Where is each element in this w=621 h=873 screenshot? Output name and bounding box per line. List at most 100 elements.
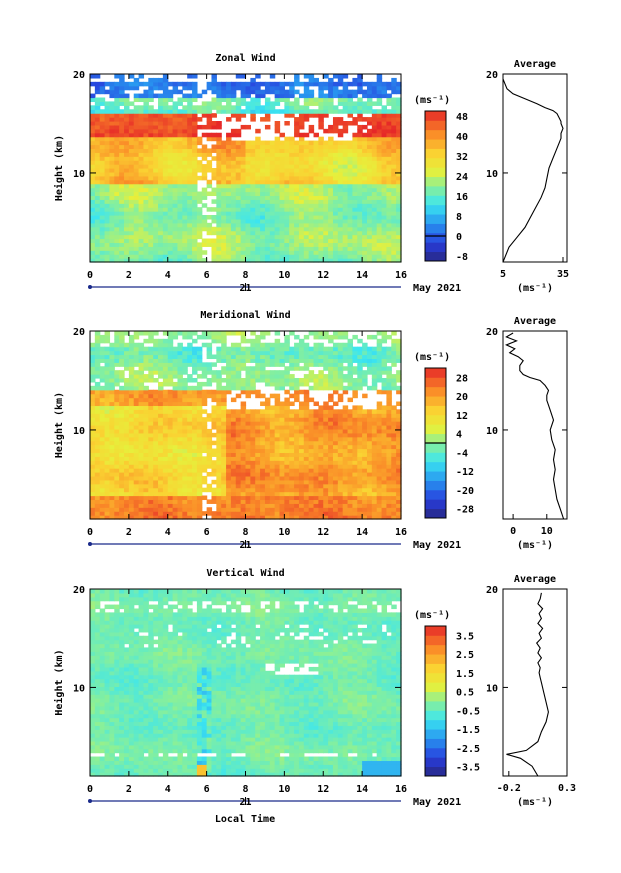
heatmap-cell [332, 421, 339, 426]
heatmap-cell [391, 230, 397, 236]
heatmap-cell [187, 358, 193, 363]
heatmap-cell [187, 389, 193, 395]
heatmap-cell [177, 238, 183, 244]
heatmap-cell [153, 144, 159, 150]
heatmap-cell [162, 132, 169, 138]
heatmap-cell [104, 234, 111, 240]
heatmap-cell [381, 195, 388, 200]
heatmap-cell [177, 378, 183, 383]
heatmap-cell [318, 207, 324, 212]
heatmap-cell [303, 203, 310, 208]
heatmap-cell [303, 156, 310, 161]
heatmap-cell [104, 487, 111, 493]
heatmap-cell [245, 85, 251, 91]
heatmap-cell [274, 472, 281, 477]
heatmap-cell [211, 354, 217, 360]
heatmap-cell [162, 140, 169, 146]
heatmap-cell [279, 354, 285, 360]
heatmap-cell [352, 195, 358, 200]
heatmap-cell [396, 117, 402, 122]
heatmap-cell [109, 234, 115, 240]
heatmap-cell [133, 230, 140, 236]
heatmap-cell [90, 199, 96, 204]
heatmap-cell [294, 124, 300, 130]
heatmap-cell [260, 105, 266, 110]
heatmap-cell [192, 105, 198, 110]
day-label: 21 [239, 283, 251, 294]
heatmap-cell [182, 128, 188, 134]
heatmap-cell [279, 499, 285, 504]
heatmap-cell [196, 226, 203, 232]
heatmap-cell [245, 140, 251, 146]
heatmap-cell [109, 164, 115, 169]
heatmap-cell [303, 199, 310, 204]
heatmap-cell [303, 187, 310, 193]
heatmap-cell [99, 152, 106, 157]
heatmap-cell [230, 468, 237, 473]
heatmap-cell [211, 334, 217, 340]
heatmap-cell [158, 421, 164, 426]
heatmap-cell [153, 160, 159, 165]
heatmap-cell [269, 191, 276, 197]
heatmap-cell [201, 113, 208, 118]
heatmap-cell [391, 160, 397, 165]
heatmap-cell [138, 405, 145, 410]
heatmap-cell [143, 246, 149, 251]
heatmap-cell [357, 128, 363, 134]
heatmap-cell [94, 124, 101, 130]
heatmap-cell [289, 144, 295, 150]
heatmap-cell [90, 499, 96, 504]
heatmap-cell [352, 160, 358, 165]
heatmap-cell [114, 85, 120, 91]
heatmap-cell [284, 381, 290, 387]
heatmap-cell [240, 242, 247, 247]
heatmap-cell [366, 85, 373, 91]
heatmap-cell [362, 246, 368, 251]
heatmap-cell [274, 152, 281, 157]
heatmap-cell [99, 440, 106, 446]
heatmap-cell [94, 132, 101, 138]
heatmap-cell [143, 222, 149, 228]
heatmap-cell [264, 199, 271, 204]
heatmap-cell [109, 425, 115, 430]
heatmap-cell [99, 346, 106, 352]
heatmap-cell [260, 234, 266, 240]
heatmap-cell [226, 152, 232, 157]
heatmap-cell [337, 140, 344, 146]
heatmap-cell [192, 168, 198, 173]
heatmap-cell [294, 140, 300, 146]
heatmap-cell [187, 425, 193, 430]
heatmap-cell [90, 81, 96, 87]
heatmap-cell [192, 495, 198, 501]
heatmap-cell [264, 105, 271, 110]
heatmap-cell [216, 507, 222, 512]
heatmap-cell [298, 254, 305, 259]
heatmap-cell [94, 475, 101, 481]
heatmap-cell [109, 101, 115, 106]
heatmap-cell [177, 483, 183, 489]
heatmap-cell [381, 207, 388, 212]
heatmap-cell [221, 425, 227, 430]
heatmap-cell [143, 515, 149, 520]
heatmap-cell [391, 211, 397, 216]
heatmap-cell [323, 346, 329, 352]
heatmap-cell [323, 468, 329, 473]
heatmap-cell [148, 409, 154, 414]
heatmap-cell [133, 354, 140, 360]
heatmap-cell [226, 370, 232, 375]
heatmap-cell [318, 475, 324, 481]
heatmap-cell [167, 346, 174, 352]
heatmap-cell [371, 148, 378, 153]
heatmap-cell [260, 515, 266, 520]
heatmap-cell [391, 152, 397, 157]
heatmap-cell [177, 191, 183, 197]
heatmap-cell [94, 464, 101, 469]
colorbar-band [425, 195, 446, 206]
heatmap-cell [342, 140, 349, 146]
heatmap-cell [128, 436, 135, 442]
heatmap-cell [230, 148, 237, 153]
heatmap-cell [284, 495, 290, 501]
heatmap-cell [138, 331, 145, 336]
heatmap-cell [303, 183, 310, 189]
